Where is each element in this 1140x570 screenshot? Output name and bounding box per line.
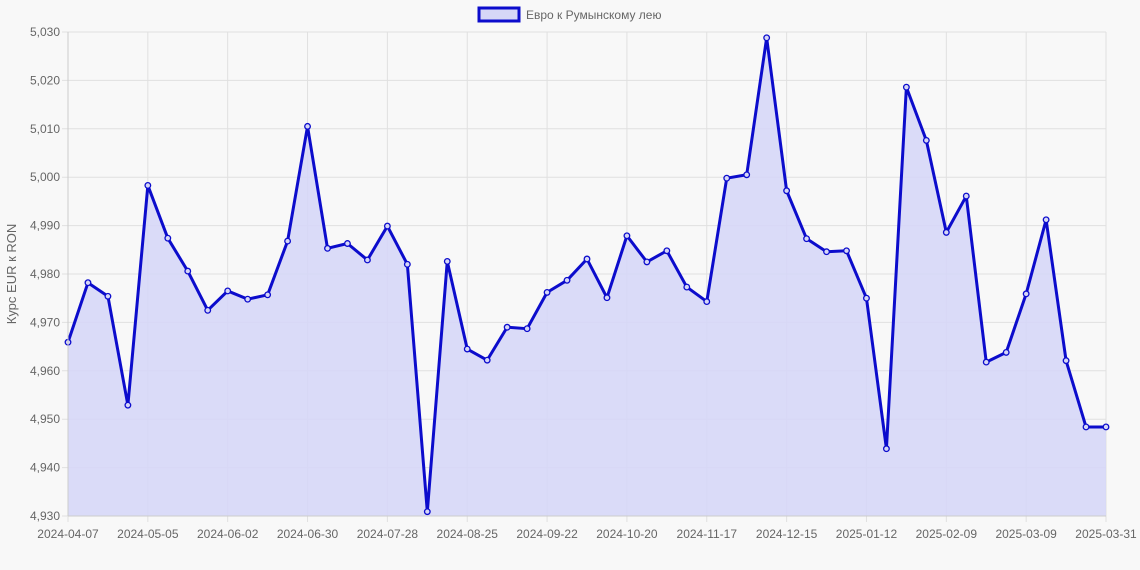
data-point[interactable] xyxy=(204,306,212,314)
legend-swatch xyxy=(477,6,521,23)
x-tick-label: 2024-09-22 xyxy=(516,527,578,541)
y-tick-label: 5,010 xyxy=(30,122,60,136)
data-point[interactable] xyxy=(304,122,311,130)
data-point[interactable] xyxy=(942,228,950,236)
y-tick-label: 5,000 xyxy=(30,170,60,184)
y-tick-label: 4,940 xyxy=(30,461,60,475)
y-axis-title: Курс EUR к RON xyxy=(4,224,19,325)
data-point[interactable] xyxy=(1022,290,1030,298)
data-point[interactable] xyxy=(683,283,691,291)
x-tick-label: 2024-06-30 xyxy=(277,527,339,541)
data-point[interactable] xyxy=(743,171,751,179)
y-tick-label: 4,950 xyxy=(30,412,60,426)
data-point[interactable] xyxy=(1062,357,1070,365)
data-point[interactable] xyxy=(922,136,930,144)
legend-label: Евро к Румынскому лею xyxy=(526,8,661,22)
y-tick-label: 4,970 xyxy=(30,315,60,329)
data-point[interactable] xyxy=(703,298,711,306)
data-point[interactable] xyxy=(443,257,451,265)
data-point[interactable] xyxy=(363,256,371,264)
data-point[interactable] xyxy=(1102,423,1110,431)
data-point[interactable] xyxy=(882,445,890,453)
y-tick-label: 5,030 xyxy=(30,25,60,39)
data-point[interactable] xyxy=(104,292,112,300)
data-point[interactable] xyxy=(982,358,990,366)
data-point[interactable] xyxy=(902,83,910,91)
legend[interactable]: Евро к Румынскому лею xyxy=(477,6,661,23)
data-point[interactable] xyxy=(623,232,631,240)
x-tick-label: 2025-01-12 xyxy=(836,527,898,541)
data-point[interactable] xyxy=(823,248,830,256)
y-tick-label: 4,960 xyxy=(30,364,60,378)
data-point[interactable] xyxy=(783,187,791,195)
x-axis: 2024-04-07 2024-05-05 2024-06-02 2024-06-30… xyxy=(37,515,1137,541)
x-tick-label: 2024-08-25 xyxy=(437,527,499,541)
data-point[interactable] xyxy=(603,294,611,302)
data-point[interactable] xyxy=(1042,216,1050,224)
x-tick-label: 2025-03-09 xyxy=(995,527,1057,541)
data-point[interactable] xyxy=(284,237,292,245)
data-point[interactable] xyxy=(763,34,771,42)
y-tick-label: 4,980 xyxy=(30,267,60,281)
data-point[interactable] xyxy=(563,276,571,284)
data-point[interactable] xyxy=(483,356,491,364)
data-point[interactable] xyxy=(164,234,172,242)
data-point[interactable] xyxy=(324,244,331,252)
data-point[interactable] xyxy=(84,279,92,287)
data-point[interactable] xyxy=(663,247,671,255)
y-axis: 4,930 4,940 4,950 4,960 4,970 4,980 4,990 5,000… xyxy=(30,25,69,523)
data-point[interactable] xyxy=(124,401,132,409)
data-point[interactable] xyxy=(264,291,272,299)
data-point[interactable] xyxy=(962,192,970,200)
data-point[interactable] xyxy=(423,508,431,516)
x-tick-label: 2024-06-02 xyxy=(197,527,259,541)
data-point[interactable] xyxy=(523,325,531,333)
data-point[interactable] xyxy=(184,267,192,275)
series-area xyxy=(68,37,1106,517)
data-point[interactable] xyxy=(244,295,252,303)
y-tick-label: 4,930 xyxy=(30,509,60,523)
x-tick-label: 2024-07-28 xyxy=(357,527,419,541)
series-layer xyxy=(64,34,1110,517)
y-tick-label: 4,990 xyxy=(30,219,60,233)
x-tick-label: 2024-10-20 xyxy=(596,527,658,541)
x-tick-label: 2024-12-15 xyxy=(756,527,818,541)
data-point[interactable] xyxy=(383,222,391,230)
x-tick-label: 2025-02-09 xyxy=(916,527,978,541)
x-tick-label: 2025-03-31 xyxy=(1075,527,1137,541)
x-tick-label: 2024-04-07 xyxy=(37,527,99,541)
data-point[interactable] xyxy=(543,288,551,296)
data-point[interactable] xyxy=(1002,348,1010,356)
x-tick-label: 2024-05-05 xyxy=(117,527,179,541)
data-point[interactable] xyxy=(863,294,870,302)
data-point[interactable] xyxy=(643,258,651,266)
data-point[interactable] xyxy=(144,181,152,189)
y-tick-label: 5,020 xyxy=(30,73,60,87)
data-point[interactable] xyxy=(463,345,471,353)
data-point[interactable] xyxy=(224,287,232,295)
data-point[interactable] xyxy=(723,174,731,182)
data-point[interactable] xyxy=(1082,423,1090,431)
data-point[interactable] xyxy=(803,235,811,243)
x-tick-label: 2024-11-17 xyxy=(677,527,738,541)
data-point[interactable] xyxy=(503,323,511,331)
data-point[interactable] xyxy=(583,255,591,263)
data-point[interactable] xyxy=(344,240,351,247)
data-point[interactable] xyxy=(403,260,411,268)
data-point[interactable] xyxy=(843,247,850,255)
